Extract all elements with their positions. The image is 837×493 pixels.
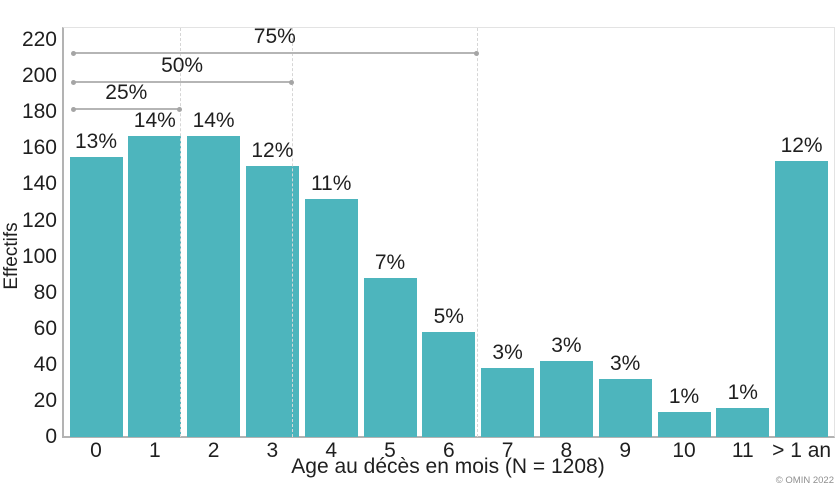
bar [304,198,358,437]
y-tick-label: 80 [33,280,57,304]
bar-value-label: 14% [133,108,176,132]
bar [128,135,182,437]
bar-value-label: 11% [310,171,352,195]
x-tick-label: 1 [148,439,161,462]
bar-value-label: 7% [374,251,406,275]
quartile-guide-line [180,28,182,437]
bar [363,278,417,437]
bar-value-label: 12% [780,133,823,157]
x-tick-label: 6 [442,439,455,462]
quartile-bracket-label: 75% [253,25,296,48]
x-tick-label: 8 [560,439,573,462]
bar-value-label: 3% [610,352,641,376]
bar [422,332,476,437]
x-tick-label: 4 [325,439,338,462]
bar-value-label: 1% [668,384,700,408]
quartile-bracket [70,106,182,112]
bar-value-label: 14% [192,108,235,132]
quartile-guide-line [477,28,478,437]
x-axis-title: Age au décès en mois (N = 1208) [291,455,605,478]
y-tick-label: 180 [21,100,57,124]
bar [598,379,652,437]
quartile-bracket-label: 25% [105,81,148,104]
y-tick-label: 60 [33,316,57,340]
bar [775,160,829,437]
x-tick-label: 10 [672,439,696,462]
y-tick-label: 120 [21,208,57,232]
y-tick-label: 160 [21,136,57,160]
bar [69,157,123,437]
x-tick-label: 11 [731,439,754,462]
bar [187,135,241,437]
bar [539,361,593,437]
x-tick-label: 3 [266,439,279,462]
bar-value-label: 5% [433,305,464,329]
quartile-bracket [70,79,295,85]
y-tick-label: 20 [33,388,57,412]
y-tick-label: 0 [45,425,57,448]
x-tick-label: 2 [207,439,220,462]
bar [481,368,535,437]
quartile-bracket [70,50,479,56]
quartile-guide-line [291,28,293,437]
y-tick-label: 200 [21,64,57,88]
y-tick-label: 140 [21,172,57,196]
bar-value-label: 3% [551,334,582,358]
y-tick-label: 100 [21,244,57,268]
x-tick-label: 0 [90,439,102,462]
bar-value-label: 3% [492,341,523,365]
y-tick-label: 220 [21,28,57,51]
bar-value-label: 12% [251,139,294,163]
x-tick-label: 5 [384,439,396,462]
bar [245,166,299,437]
y-tick-label: 40 [33,352,57,376]
source-credit: © OMIN 2022 [775,475,834,486]
bar [716,408,770,437]
quartile-bracket-label: 50% [161,54,204,77]
bar-value-label: 13% [74,130,118,154]
bar [657,411,711,437]
bar-value-label: 1% [727,381,758,405]
x-tick-label: 9 [619,439,632,462]
x-tick-label: 7 [501,439,514,462]
x-tick-label: > 1 an [772,439,832,462]
